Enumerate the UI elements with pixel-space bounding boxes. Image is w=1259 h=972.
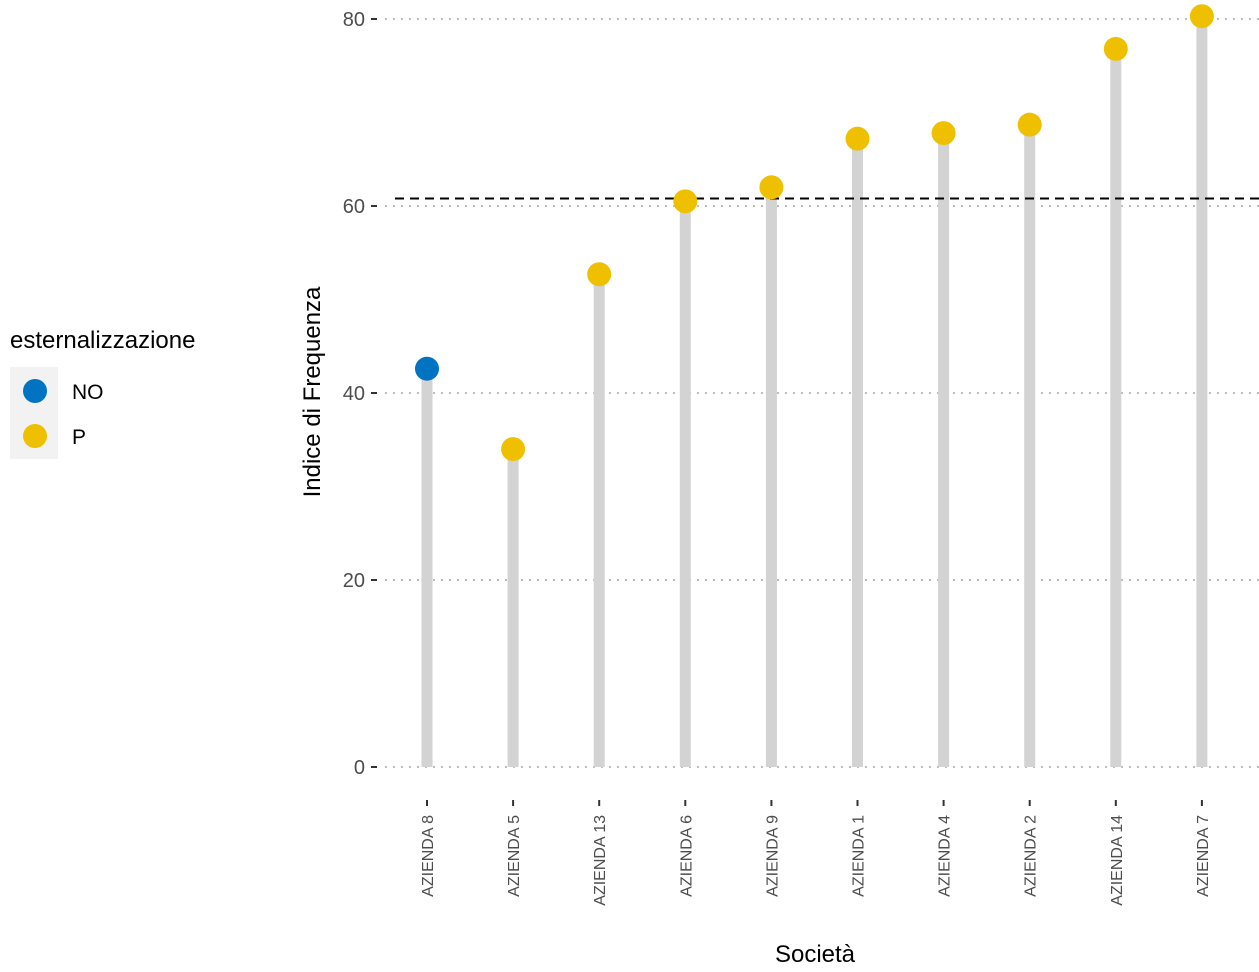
x-tick-label: AZIENDA 14 xyxy=(1109,815,1126,906)
x-tick-label: AZIENDA 4 xyxy=(937,815,954,897)
lollipop-point xyxy=(673,189,698,214)
lollipop-point xyxy=(845,126,870,151)
x-tick-label: AZIENDA 13 xyxy=(592,815,609,906)
legend-key-no xyxy=(23,379,47,403)
lollipop-point xyxy=(931,121,956,146)
x-tick-label: AZIENDA 5 xyxy=(506,815,523,897)
x-tick-label: AZIENDA 1 xyxy=(851,815,868,897)
legend-label-p: P xyxy=(72,426,86,449)
y-tick-label: 20 xyxy=(343,570,365,592)
y-tick-label: 40 xyxy=(343,383,365,405)
lollipop-point xyxy=(1103,36,1128,61)
lollipop-point xyxy=(587,262,612,287)
x-axis: AZIENDA 8 AZIENDA 5 AZIENDA 13 AZIENDA 6 AZI… xyxy=(420,800,1212,906)
lollipop-point xyxy=(501,437,526,462)
x-tick-label: AZIENDA 6 xyxy=(678,815,695,897)
x-axis-title: Società xyxy=(775,941,856,968)
lollipop-point xyxy=(415,356,439,381)
x-tick-label: AZIENDA 7 xyxy=(1195,815,1212,897)
x-tick-label: AZIENDA 8 xyxy=(420,815,437,897)
legend-key-p xyxy=(23,424,47,448)
y-tick-label: 60 xyxy=(343,196,365,218)
y-tick-label: 0 xyxy=(354,757,365,779)
lollipop-stems xyxy=(421,16,1208,767)
lollipop-point xyxy=(1189,4,1214,29)
legend-label-no: NO xyxy=(72,381,104,404)
lollipop-points xyxy=(415,4,1214,462)
x-tick-label: AZIENDA 9 xyxy=(764,815,781,897)
y-axis-title: Indice di Frequenza xyxy=(299,286,326,497)
lollipop-point xyxy=(759,175,784,200)
x-tick-label: AZIENDA 2 xyxy=(1023,815,1040,897)
legend-title: esternalizzazione xyxy=(10,327,195,354)
legend: esternalizzazione NO P xyxy=(10,327,195,459)
lollipop-point xyxy=(1017,112,1042,137)
y-axis: 0 20 40 60 80 xyxy=(343,9,377,779)
y-tick-label: 80 xyxy=(343,9,365,31)
